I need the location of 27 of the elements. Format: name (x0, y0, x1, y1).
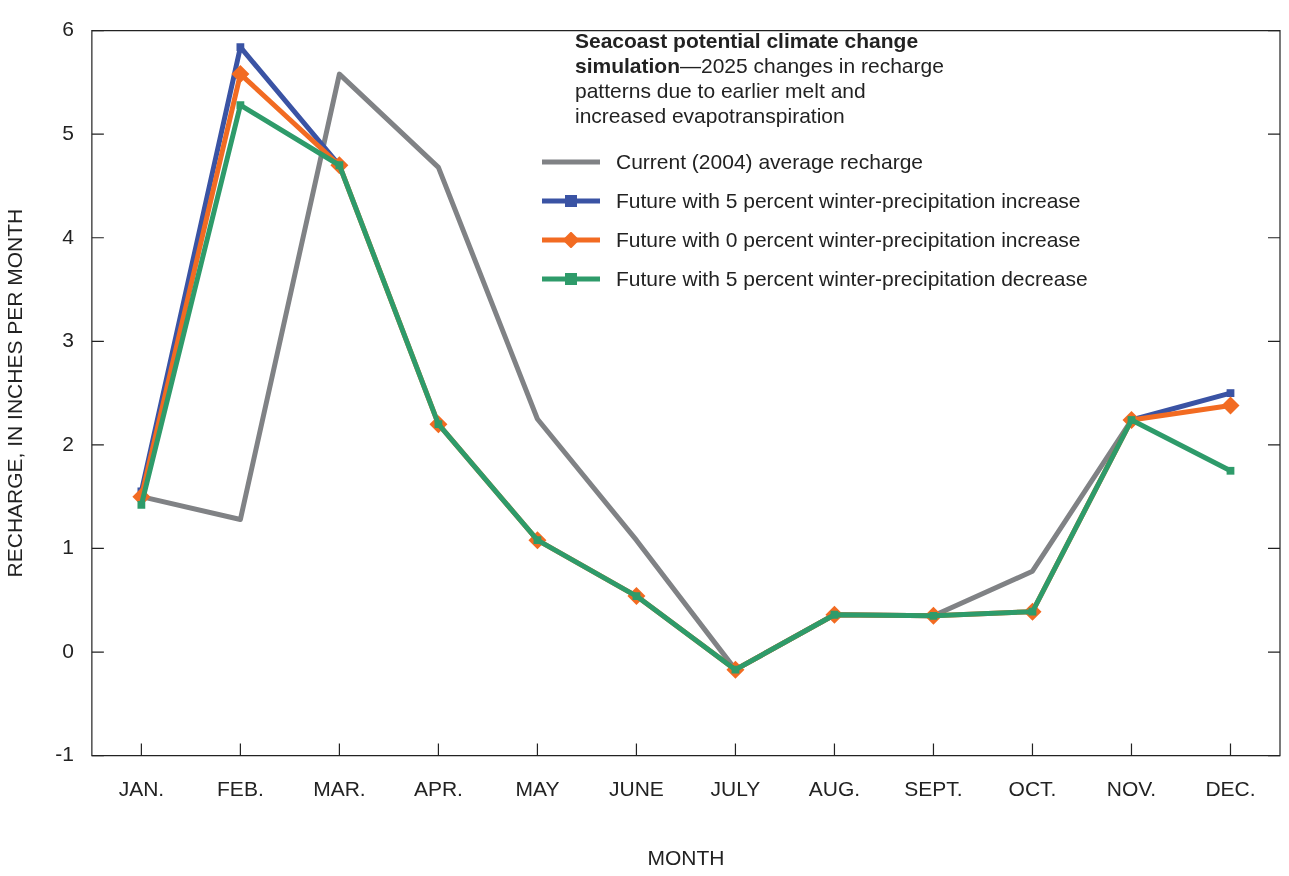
x-tick-label: MAR. (313, 777, 366, 800)
x-tick-label: MAY (515, 777, 560, 800)
x-tick-label: JUNE (609, 777, 664, 800)
x-tick-label: NOV. (1106, 777, 1157, 800)
legend-label: Future with 5 percent winter-precipitation increase (616, 188, 1081, 213)
x-tick-label: JAN. (118, 777, 165, 800)
legend-label: Current (2004) average recharge (616, 149, 924, 174)
x-tick-label: AUG. (808, 777, 861, 800)
x-tick-label: OCT. (1008, 777, 1057, 800)
legend-label: Future with 0 percent winter-precipitation increase (616, 227, 1081, 252)
y-tick-label: 5 (62, 120, 74, 144)
x-axis-title: MONTH (647, 846, 725, 870)
x-tick-label: FEB. (217, 777, 264, 800)
y-axis-title: RECHARGE, IN INCHES PER MONTH (3, 208, 27, 578)
legend-label: Future with 5 percent winter-precipitation decrease (616, 266, 1088, 291)
x-tick-label: SEPT. (904, 777, 963, 800)
y-tick-label: 3 (62, 328, 74, 352)
x-tick-label: DEC. (1205, 777, 1256, 800)
y-tick-label: 1 (62, 535, 74, 559)
y-tick-label: -1 (55, 742, 74, 766)
x-tick-label: JULY (710, 777, 761, 800)
y-tick-label: 0 (62, 638, 74, 662)
x-tick-label: APR. (413, 777, 463, 800)
y-tick-label: 6 (62, 17, 74, 41)
y-tick-label: 4 (62, 224, 75, 248)
y-tick-label: 2 (62, 431, 74, 455)
legend-title: Seacoast potential climate change simulation—2025 changes in recharge patterns due to earlier melt and increased evapotranspiration (575, 28, 945, 128)
